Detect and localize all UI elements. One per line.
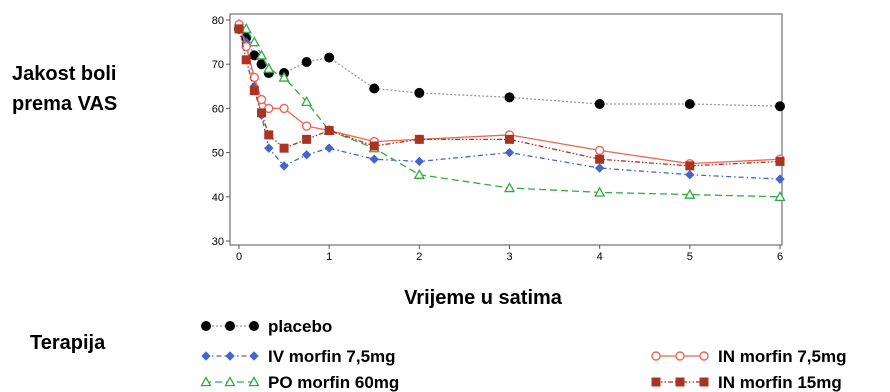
data-point	[263, 62, 275, 73]
data-point	[301, 95, 313, 107]
data-point	[503, 182, 516, 193]
legend-label: placebo	[268, 317, 332, 336]
legend-item: IN morfin 7,5mg	[651, 347, 846, 366]
data-point	[595, 154, 605, 164]
legend-marker	[200, 376, 212, 387]
data-point	[775, 101, 785, 112]
legend-marker	[249, 351, 259, 361]
data-point	[505, 134, 514, 144]
data-point	[257, 108, 267, 118]
data-point	[685, 161, 695, 171]
data-point	[504, 92, 515, 103]
data-point	[369, 141, 379, 151]
y-axis-label-line-2: prema VAS	[12, 93, 117, 115]
y-axis-label-line-1: Jakost boli	[12, 63, 116, 85]
data-point	[324, 126, 334, 135]
legend-label: IN morfin 15mg	[718, 373, 842, 392]
data-point	[369, 83, 380, 94]
data-point	[279, 103, 289, 114]
data-point	[414, 134, 424, 144]
legend-marker	[675, 377, 685, 387]
data-point	[249, 86, 259, 96]
legend-item: IN morfin 15mg	[651, 373, 842, 392]
data-point	[264, 130, 274, 140]
legend-marker	[699, 351, 709, 361]
axes: 30 40 50 60 70 80 0 1 2 3 4 5 6	[212, 15, 783, 263]
legend-marker	[699, 377, 709, 387]
data-point	[301, 121, 312, 131]
legend-marker	[225, 321, 235, 331]
y-tick-label: 30	[212, 236, 224, 248]
data-point	[240, 23, 252, 34]
data-point	[504, 147, 515, 158]
legend-marker	[249, 321, 259, 331]
plot-frame	[229, 13, 783, 246]
legend-item: PO morfin 60mg	[200, 373, 399, 392]
legend-marker	[651, 377, 661, 387]
legend-marker	[675, 351, 685, 361]
legend-item: placebo	[201, 317, 332, 336]
data-point	[279, 161, 289, 171]
series-line	[238, 24, 781, 180]
legend-label: PO morfin 60mg	[268, 373, 399, 392]
x-tick-label: 6	[777, 251, 783, 263]
data-point	[413, 168, 425, 179]
legend-item: IV morfin 7,5mg	[201, 347, 396, 366]
data-point	[256, 94, 267, 105]
data-point	[264, 143, 274, 153]
legend-marker	[224, 376, 236, 387]
y-tick-label: 50	[212, 148, 224, 160]
data-point	[685, 169, 695, 180]
data-point	[302, 134, 312, 144]
data-point	[684, 188, 696, 199]
data-point	[684, 98, 695, 109]
legend-title: Terapija	[30, 332, 106, 354]
data-point	[369, 154, 379, 164]
data-point	[301, 56, 312, 67]
legend-marker	[651, 351, 661, 361]
data-point	[775, 174, 785, 184]
data-point	[241, 41, 251, 52]
data-point	[594, 186, 606, 197]
data-point	[594, 145, 605, 156]
x-tick-label: 2	[416, 251, 422, 263]
series-4	[234, 24, 785, 171]
data-point	[255, 49, 268, 60]
data-point	[414, 156, 425, 167]
data-point	[594, 163, 605, 173]
x-tick-label: 1	[326, 251, 332, 263]
x-axis-label: Vrijeme u satima	[404, 287, 563, 309]
legend: placebo IV morfin 7,5mg PO morfin 60mg IN m…	[200, 317, 846, 392]
legend-label: IN morfin 7,5mg	[718, 347, 846, 366]
x-tick-label: 0	[236, 251, 242, 263]
legend-marker	[201, 351, 211, 361]
data-point	[241, 55, 251, 65]
y-tick-label: 40	[212, 192, 224, 204]
y-tick-label: 80	[212, 15, 224, 27]
y-tick-label: 70	[212, 59, 224, 71]
x-tick-label: 3	[506, 251, 512, 263]
data-point	[775, 156, 785, 166]
data-point	[234, 24, 244, 34]
data-point	[414, 87, 425, 98]
data-point	[774, 190, 786, 202]
y-tick-label: 60	[212, 103, 224, 115]
x-tick-label: 5	[687, 251, 693, 263]
series-layer	[233, 18, 786, 202]
legend-marker	[225, 351, 235, 361]
data-point	[324, 52, 335, 63]
x-tick-label: 4	[597, 251, 603, 263]
legend-marker	[201, 321, 211, 331]
legend-label: IV morfin 7,5mg	[268, 347, 396, 366]
data-point	[594, 98, 605, 109]
data-point	[324, 143, 334, 153]
legend-marker	[248, 376, 260, 387]
data-point	[278, 71, 290, 82]
data-point	[279, 143, 289, 153]
data-point	[301, 150, 312, 160]
data-point	[248, 36, 260, 47]
